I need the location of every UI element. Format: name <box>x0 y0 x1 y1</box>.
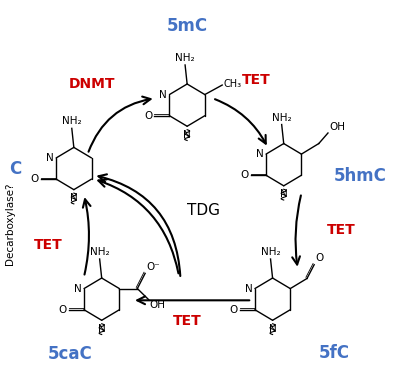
Text: O: O <box>144 111 152 121</box>
Text: OH: OH <box>150 300 166 310</box>
Text: TET: TET <box>34 238 62 252</box>
Text: 5hmC: 5hmC <box>334 167 387 185</box>
Text: N: N <box>245 284 252 294</box>
Text: O: O <box>241 170 249 180</box>
Text: N: N <box>256 149 263 159</box>
Text: TDG: TDG <box>187 203 220 218</box>
Text: N: N <box>183 130 191 140</box>
Text: TET: TET <box>173 314 201 328</box>
Text: NH₂: NH₂ <box>62 116 82 127</box>
Text: N: N <box>98 324 105 334</box>
Text: NH₂: NH₂ <box>272 113 292 123</box>
Text: TET: TET <box>326 223 355 237</box>
Text: C: C <box>9 159 22 178</box>
Text: O: O <box>31 174 39 184</box>
Text: Decarboxylase?: Decarboxylase? <box>5 183 15 265</box>
Text: DNMT: DNMT <box>69 77 116 91</box>
Text: N: N <box>73 284 81 294</box>
Text: TET: TET <box>241 73 270 87</box>
Text: O⁻: O⁻ <box>146 262 160 272</box>
Text: 5mC: 5mC <box>167 17 208 35</box>
Text: CH₃: CH₃ <box>224 79 242 89</box>
Text: N: N <box>269 324 276 334</box>
Text: NH₂: NH₂ <box>261 247 280 257</box>
Text: N: N <box>280 189 288 199</box>
Text: N: N <box>46 153 54 163</box>
Text: O: O <box>58 305 67 315</box>
Text: O: O <box>316 253 324 263</box>
Text: NH₂: NH₂ <box>175 53 195 63</box>
Text: N: N <box>159 89 167 99</box>
Text: NH₂: NH₂ <box>90 247 109 257</box>
Text: O: O <box>229 305 238 315</box>
Text: 5caC: 5caC <box>48 345 92 363</box>
Text: N: N <box>70 193 78 203</box>
Text: 5fC: 5fC <box>319 344 350 362</box>
Text: OH: OH <box>329 122 346 132</box>
